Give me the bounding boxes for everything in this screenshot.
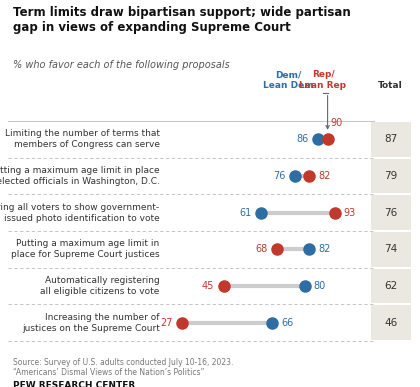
Text: 82: 82: [318, 171, 331, 181]
Text: Putting a maximum age limit in place
for elected officials in Washington, D.C.: Putting a maximum age limit in place for…: [0, 166, 160, 186]
Text: 80: 80: [314, 281, 326, 291]
Text: 82: 82: [318, 244, 331, 254]
Bar: [371, 195, 411, 230]
Bar: [371, 305, 411, 340]
Text: Rep/
Lean Rep: Rep/ Lean Rep: [299, 70, 346, 90]
Text: 87: 87: [384, 134, 397, 144]
Text: 74: 74: [384, 244, 397, 254]
Text: 79: 79: [384, 171, 397, 181]
Text: 61: 61: [239, 208, 251, 217]
Text: 68: 68: [255, 244, 268, 254]
Text: Putting a maximum age limit in
place for Supreme Court justices: Putting a maximum age limit in place for…: [11, 239, 160, 259]
Text: 76: 76: [274, 171, 286, 181]
Text: Limiting the number of terms that
members of Congress can serve: Limiting the number of terms that member…: [5, 129, 160, 149]
Text: 66: 66: [281, 318, 294, 328]
Text: Requiring all voters to show government-
issued photo identification to vote: Requiring all voters to show government-…: [0, 203, 160, 223]
Text: 27: 27: [160, 318, 173, 328]
Text: Source: Survey of U.S. adults conducted July 10-16, 2023.: Source: Survey of U.S. adults conducted …: [13, 358, 233, 367]
Text: 62: 62: [384, 281, 397, 291]
Text: PEW RESEARCH CENTER: PEW RESEARCH CENTER: [13, 381, 135, 387]
Text: 45: 45: [202, 281, 214, 291]
Bar: [371, 269, 411, 303]
Text: 46: 46: [384, 318, 397, 328]
Text: Automatically registering
all eligible citizens to vote: Automatically registering all eligible c…: [40, 276, 160, 296]
Text: 86: 86: [297, 134, 309, 144]
Text: % who favor each of the following proposals: % who favor each of the following propos…: [13, 60, 229, 70]
Bar: [371, 159, 411, 193]
Text: 90: 90: [331, 118, 343, 128]
Text: “Americans’ Dismal Views of the Nation’s Politics”: “Americans’ Dismal Views of the Nation’s…: [13, 368, 204, 377]
Bar: [371, 232, 411, 267]
Text: Total: Total: [378, 81, 403, 90]
Text: Dem/
Lean Dem: Dem/ Lean Dem: [263, 70, 314, 90]
Bar: [371, 122, 411, 157]
Text: 93: 93: [344, 208, 356, 217]
Text: 76: 76: [384, 208, 397, 217]
Text: Term limits draw bipartisan support; wide partisan
gap in views of expanding Sup: Term limits draw bipartisan support; wid…: [13, 6, 350, 34]
Text: Increasing the number of
justices on the Supreme Court: Increasing the number of justices on the…: [22, 313, 160, 333]
